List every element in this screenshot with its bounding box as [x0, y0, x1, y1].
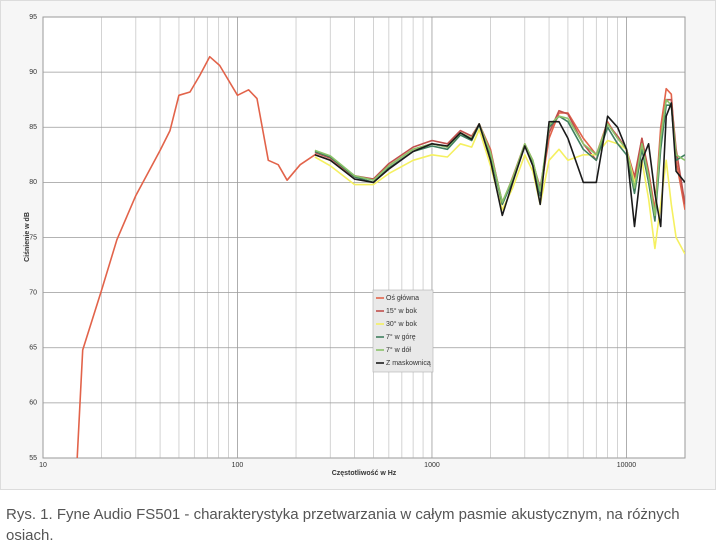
legend-label: Z maskownicą [386, 360, 431, 367]
x-tick-label: 10000 [617, 462, 637, 469]
y-tick-label: 95 [29, 14, 37, 21]
x-tick-label: 1000 [424, 462, 440, 469]
data-line [314, 102, 685, 228]
caption: Rys. 1. Fyne Audio FS501 - charakterysty… [6, 506, 680, 544]
y-tick-label: 65 [29, 345, 37, 352]
y-tick-label: 75 [29, 234, 37, 241]
y-axis-label: Ciśnienie w dB [24, 212, 31, 262]
y-tick-label: 70 [29, 289, 37, 296]
data-line [314, 128, 685, 255]
legend-label: 30° w bok [386, 320, 417, 328]
y-tick-label: 80 [29, 179, 37, 186]
chart: Ciśnienie w dB Częstotliwość w Hz 55 60 65… [0, 0, 716, 490]
x-tick-label: 10 [39, 462, 47, 469]
y-tick-label: 85 [29, 124, 37, 131]
y-tick-label: 55 [29, 455, 37, 462]
legend-box [372, 289, 434, 373]
x-axis-label: Częstotliwość w Hz [332, 470, 397, 477]
y-tick-label: 60 [29, 400, 37, 407]
legend-label: 15° w bok [386, 307, 417, 315]
legend-label: 7° w dół [386, 346, 411, 354]
y-tick-label: 90 [29, 69, 37, 76]
x-tick-label: 100 [232, 462, 244, 469]
legend-label: Oś główna [386, 295, 419, 302]
legend-label: 7° w górę [386, 333, 416, 341]
